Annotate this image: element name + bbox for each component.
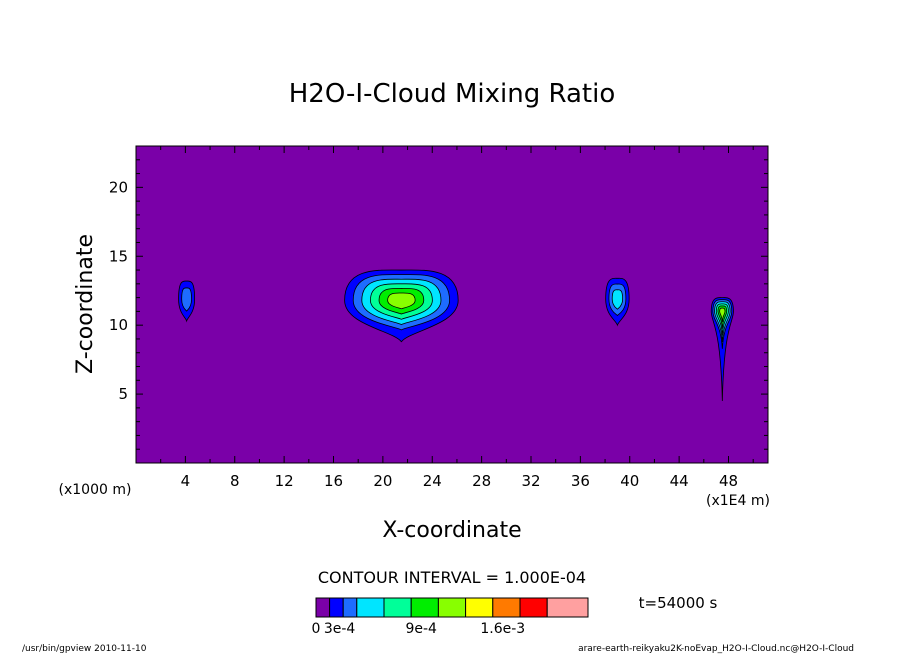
y-tick-label: 10 xyxy=(109,316,128,334)
chart-title: H2O-I-Cloud Mixing Ratio xyxy=(289,79,616,109)
x-tick-label: 24 xyxy=(423,472,442,490)
colorbar-cell xyxy=(315,597,331,618)
y-scale-note: (x1000 m) xyxy=(59,482,132,498)
colorbar-label: 0 xyxy=(312,621,321,637)
x-tick-label: 36 xyxy=(571,472,590,490)
colorbar-cell xyxy=(492,597,521,618)
cloud-x4 xyxy=(178,280,196,323)
contour-level-2 xyxy=(181,287,192,312)
footer-left: /usr/bin/gpview 2010-11-10 xyxy=(22,644,147,654)
contour-level-3 xyxy=(611,289,624,310)
contour-level-6 xyxy=(387,292,416,310)
y-tick-label: 15 xyxy=(109,247,128,265)
x-tick-label: 8 xyxy=(230,472,240,490)
x-tick-label: 44 xyxy=(670,472,689,490)
contour-level-6 xyxy=(719,307,726,323)
contour-interval-text: CONTOUR INTERVAL = 1.000E-04 xyxy=(318,568,586,587)
colorbar-label: 3e-4 xyxy=(324,621,356,637)
x-axis-label: X-coordinate xyxy=(382,518,521,543)
x-tick-label: 12 xyxy=(275,472,294,490)
cloud-x21 xyxy=(344,269,459,343)
footer-right: arare-earth-reikyaku2K-noEvap_H2O-I-Clou… xyxy=(578,644,854,654)
colorbar-cell xyxy=(356,597,385,618)
cloud-x47 xyxy=(710,297,734,401)
x-tick-label: 4 xyxy=(181,472,191,490)
colorbar-cell xyxy=(410,597,439,618)
x-tick-label: 28 xyxy=(472,472,491,490)
cloud-contours xyxy=(178,269,734,401)
cloud-x39 xyxy=(605,277,630,327)
x-scale-note: (x1E4 m) xyxy=(706,493,770,509)
colorbar-cell xyxy=(437,597,467,618)
colorbar-label: 9e-4 xyxy=(405,621,437,637)
x-tick-label: 48 xyxy=(719,472,738,490)
y-axis-label: Z-coordinate xyxy=(73,234,98,374)
x-tick-label: 20 xyxy=(373,472,392,490)
colorbar-cell xyxy=(329,597,344,618)
x-tick-label: 40 xyxy=(620,472,639,490)
x-tick-label: 32 xyxy=(521,472,540,490)
colorbar-cell xyxy=(383,597,412,618)
x-tick-label: 16 xyxy=(324,472,343,490)
y-tick-label: 5 xyxy=(118,385,128,403)
y-tick-label: 20 xyxy=(109,178,128,196)
colorbar: 0 3e-4 9e-4 1.6e-3 xyxy=(312,597,589,637)
colorbar-cell xyxy=(342,597,358,618)
colorbar-cell xyxy=(519,597,548,618)
time-label: t=54000 s xyxy=(639,594,718,612)
colorbar-cell xyxy=(465,597,494,618)
colorbar-cell xyxy=(546,597,589,618)
colorbar-label: 1.6e-3 xyxy=(480,621,525,637)
